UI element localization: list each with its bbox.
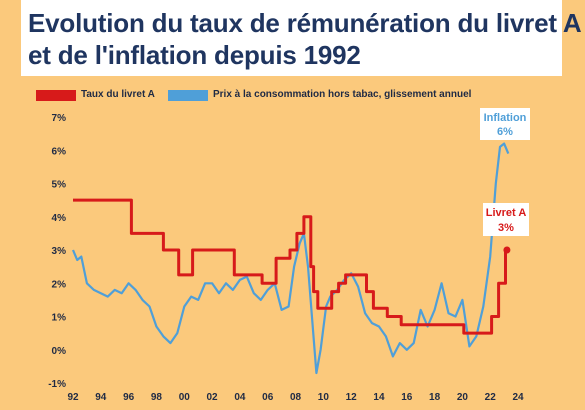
inflation-callout-value: 6% <box>497 126 513 138</box>
x-tick-label: 96 <box>123 392 135 403</box>
x-tick-label: 10 <box>318 392 330 403</box>
x-tick-label: 00 <box>179 392 191 403</box>
x-tick-label: 08 <box>290 392 302 403</box>
livret-a-callout-box <box>483 203 529 236</box>
series-line-inflation <box>71 142 510 375</box>
legend-swatch-livret-a <box>36 90 76 101</box>
x-tick-label: 14 <box>373 392 385 403</box>
livret-a-endpoint <box>503 246 511 254</box>
x-tick-label: 06 <box>262 392 274 403</box>
livret-a-callout-label: Livret A <box>486 207 527 219</box>
legend-label-inflation: Prix à la consommation hors tabac, gliss… <box>213 89 472 100</box>
series-layer <box>71 142 510 375</box>
series-line-livret-a <box>73 198 507 335</box>
y-tick-label: 7% <box>52 113 67 124</box>
chart-title-line-2: et de l'inflation depuis 1992 <box>28 40 361 70</box>
y-tick-label: 4% <box>52 213 67 224</box>
x-tick-label: 98 <box>151 392 163 403</box>
x-tick-label: 20 <box>457 392 469 403</box>
x-tick-label: 04 <box>234 392 246 403</box>
y-axis-ticks: 7% 6% 5% 4% 3% 2% 1% 0% -1% <box>48 113 66 390</box>
x-tick-label: 02 <box>207 392 219 403</box>
y-tick-label: -1% <box>48 379 66 390</box>
annotations-layer: Inflation 6% Livret A 3% <box>480 108 530 254</box>
x-tick-label: 18 <box>429 392 441 403</box>
y-tick-label: 2% <box>52 279 67 290</box>
title-box: Evolution du taux de rémunération du liv… <box>21 0 582 76</box>
x-tick-label: 22 <box>485 392 497 403</box>
x-tick-label: 16 <box>401 392 413 403</box>
inflation-callout-box <box>480 108 530 140</box>
x-axis-ticks: 92 94 96 98 00 02 04 06 08 10 12 14 16 18 20 22 24 <box>67 392 524 403</box>
y-tick-label: 5% <box>52 180 67 191</box>
x-tick-label: 94 <box>95 392 107 403</box>
y-tick-label: 1% <box>52 313 67 324</box>
livret-a-callout-value: 3% <box>498 222 514 234</box>
chart-title-line-1: Evolution du taux de rémunération du liv… <box>28 8 582 38</box>
y-tick-label: 0% <box>52 346 67 357</box>
legend-swatch-inflation <box>168 90 208 101</box>
x-tick-label: 24 <box>512 392 524 403</box>
y-tick-label: 3% <box>52 246 67 257</box>
legend-label-livret-a: Taux du livret A <box>81 89 155 100</box>
inflation-callout-label: Inflation <box>484 112 527 124</box>
x-tick-label: 92 <box>67 392 79 403</box>
y-tick-label: 6% <box>52 146 67 157</box>
x-tick-label: 12 <box>346 392 358 403</box>
